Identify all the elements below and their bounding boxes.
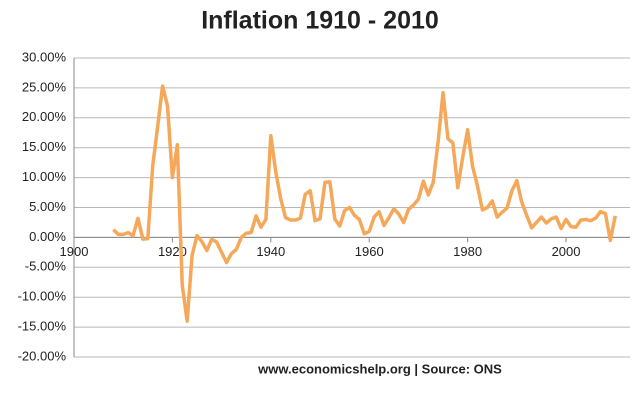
chart-title: Inflation 1910 - 2010 — [201, 7, 439, 35]
y-tick-label: 10.00% — [22, 169, 67, 184]
y-tick-label: -10.00% — [18, 289, 67, 304]
y-tick-label: -5.00% — [25, 259, 67, 274]
y-tick-label: -20.00% — [18, 348, 67, 363]
x-tick-label: 1960 — [355, 244, 384, 259]
source-annotation: www.economicshelp.org | Source: ONS — [257, 361, 502, 376]
x-tick-label: 1980 — [453, 244, 482, 259]
y-tick-label: 20.00% — [22, 109, 67, 124]
y-tick-label: -15.00% — [18, 319, 67, 334]
x-tick-label: 1900 — [60, 244, 89, 259]
y-tick-label: 15.00% — [22, 139, 67, 154]
y-tick-label: 30.00% — [22, 49, 67, 64]
line-series — [112, 84, 617, 323]
y-tick-label: 5.00% — [29, 199, 66, 214]
x-tick-label: 1940 — [256, 244, 285, 259]
x-tick-label: 2000 — [552, 244, 581, 259]
y-tick-label: 25.00% — [22, 79, 67, 94]
y-tick-label: 0.00% — [29, 229, 66, 244]
